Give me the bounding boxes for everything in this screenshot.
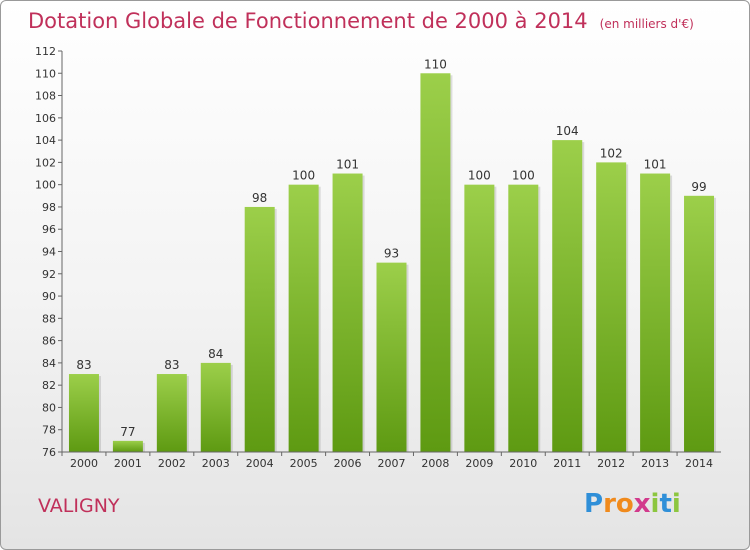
bar-2014 bbox=[684, 195, 715, 453]
y-tick-label: 84 bbox=[42, 357, 56, 370]
bar-value-label: 98 bbox=[252, 191, 267, 205]
title-text: Dotation Globale de Fonctionnement de 20… bbox=[28, 9, 588, 33]
bar-value-label: 101 bbox=[644, 158, 667, 172]
bar-2000 bbox=[68, 374, 99, 452]
bar-2012 bbox=[596, 162, 627, 452]
bar-value-label: 104 bbox=[556, 124, 579, 138]
y-tick-label: 90 bbox=[42, 290, 56, 303]
bar-2007 bbox=[376, 262, 407, 452]
y-axis: 76 78 80 82 84 86 88 90 92 94 96 98 100 102 104 106 108 1… bbox=[35, 45, 63, 459]
bars: 83 77 83 84 98 100 101 93 110 100 100 104 102 101 99 bbox=[68, 57, 717, 453]
y-tick-label: 108 bbox=[35, 90, 56, 103]
x-tick-label: 2013 bbox=[641, 457, 669, 470]
bar-2005 bbox=[288, 184, 319, 452]
bar-2008 bbox=[420, 73, 451, 453]
bar-2011 bbox=[552, 140, 583, 452]
bar-value-label: 77 bbox=[120, 425, 135, 439]
x-tick-label: 2011 bbox=[553, 457, 581, 470]
y-tick-label: 76 bbox=[42, 446, 56, 459]
bar-2013 bbox=[640, 173, 671, 452]
bar-2009 bbox=[464, 184, 495, 452]
y-tick-label: 110 bbox=[35, 67, 56, 80]
y-tick-label: 82 bbox=[42, 379, 56, 392]
x-tick-label: 2007 bbox=[378, 457, 406, 470]
bar-2006 bbox=[332, 173, 363, 452]
bar-value-label: 99 bbox=[691, 180, 706, 194]
x-tick-label: 2012 bbox=[597, 457, 625, 470]
bar-value-label: 102 bbox=[600, 146, 623, 160]
bar-value-label: 101 bbox=[336, 158, 359, 172]
x-tick-label: 2003 bbox=[202, 457, 230, 470]
x-tick-label: 2006 bbox=[334, 457, 362, 470]
x-tick-label: 2002 bbox=[158, 457, 186, 470]
proxiti-logo: Proxiti bbox=[584, 489, 681, 519]
bar-2010 bbox=[508, 184, 539, 452]
bar-value-label: 84 bbox=[208, 347, 223, 361]
y-tick-label: 88 bbox=[42, 312, 56, 325]
x-tick-label: 2008 bbox=[421, 457, 449, 470]
x-tick-label: 2010 bbox=[509, 457, 537, 470]
y-tick-label: 78 bbox=[42, 424, 56, 437]
chart-subtitle: (en milliers d'€) bbox=[599, 17, 694, 31]
x-tick-label: 2004 bbox=[246, 457, 274, 470]
bar-2003 bbox=[200, 362, 231, 452]
y-tick-label: 102 bbox=[35, 156, 56, 169]
bar-value-label: 100 bbox=[292, 169, 315, 183]
commune-name: VALIGNY bbox=[38, 495, 120, 517]
bar-value-label: 100 bbox=[512, 169, 535, 183]
bar-2002 bbox=[156, 374, 187, 452]
bar-2001 bbox=[112, 440, 143, 452]
x-axis: 2000 2001 2002 2003 2004 2005 2006 2007 2008 2009… bbox=[61, 451, 721, 470]
y-tick-label: 106 bbox=[35, 112, 56, 125]
bar-value-label: 93 bbox=[384, 247, 399, 261]
bar-value-label: 83 bbox=[76, 358, 91, 372]
y-tick-label: 94 bbox=[42, 246, 56, 259]
y-tick-label: 96 bbox=[42, 223, 56, 236]
bar-2004 bbox=[244, 206, 275, 452]
y-tick-label: 104 bbox=[35, 134, 56, 147]
y-tick-label: 80 bbox=[42, 401, 56, 414]
x-tick-label: 2000 bbox=[70, 457, 98, 470]
x-tick-label: 2005 bbox=[290, 457, 318, 470]
chart-title: Dotation Globale de Fonctionnement de 20… bbox=[28, 9, 694, 33]
y-tick-label: 86 bbox=[42, 335, 56, 348]
bar-value-label: 110 bbox=[424, 57, 447, 71]
y-tick-label: 100 bbox=[35, 179, 56, 192]
bar-value-label: 100 bbox=[468, 169, 491, 183]
y-tick-label: 92 bbox=[42, 268, 56, 281]
bar-value-label: 83 bbox=[164, 358, 179, 372]
y-tick-label: 98 bbox=[42, 201, 56, 214]
x-tick-label: 2009 bbox=[465, 457, 493, 470]
x-tick-label: 2001 bbox=[114, 457, 142, 470]
x-tick-label: 2014 bbox=[685, 457, 713, 470]
y-tick-label: 112 bbox=[35, 45, 56, 58]
